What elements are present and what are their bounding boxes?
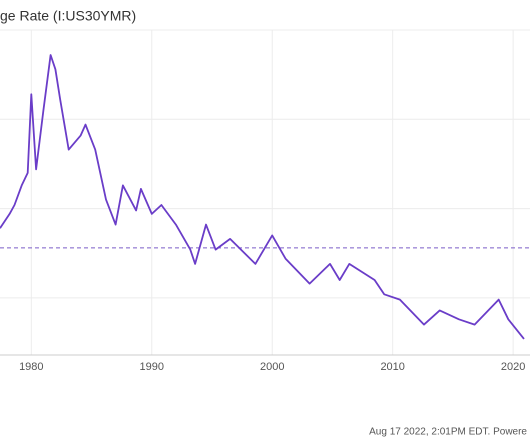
chart-title: ge Rate (I:US30YMR) [0, 8, 136, 24]
line-series [0, 54, 525, 340]
x-tick-label: 2010 [380, 361, 404, 373]
x-tick-label: 1990 [140, 361, 164, 373]
x-tick-label: 1980 [19, 361, 43, 373]
footer: Aug 17 2022, 2:01PM EDT. Powere [369, 427, 527, 438]
x-tick-label: 2020 [501, 361, 525, 373]
x-tick-label: 2000 [260, 361, 284, 373]
